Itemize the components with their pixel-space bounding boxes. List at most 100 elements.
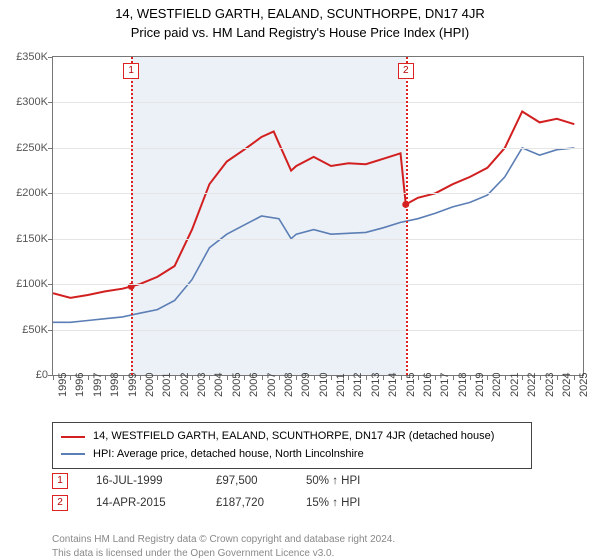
y-axis-label: £100K [3, 278, 48, 290]
x-tick [383, 375, 384, 380]
y-tick [48, 193, 53, 194]
y-axis-label: £300K [3, 96, 48, 108]
x-tick [262, 375, 263, 380]
y-axis-label: £250K [3, 142, 48, 154]
footer-line2: This data is licensed under the Open Gov… [52, 547, 395, 560]
event-date: 16-JUL-1999 [96, 475, 216, 487]
x-axis-label: 1999 [127, 373, 139, 397]
price-chart: £0£50K£100K£150K£200K£250K£300K£350K1995… [52, 56, 584, 376]
x-axis-label: 2003 [196, 373, 208, 397]
x-tick [314, 375, 315, 380]
x-axis-label: 2001 [161, 373, 173, 397]
event-row: 1 16-JUL-1999 £97,500 50% ↑ HPI [52, 470, 406, 492]
event-badge-1: 1 [123, 63, 139, 79]
x-axis-label: 2000 [144, 373, 156, 397]
footer-attribution: Contains HM Land Registry data © Crown c… [52, 533, 395, 560]
x-tick [331, 375, 332, 380]
x-axis-label: 1998 [109, 373, 121, 397]
y-tick [48, 102, 53, 103]
legend-swatch-blue [61, 453, 85, 455]
event-line-2 [406, 57, 408, 375]
x-tick [123, 375, 124, 380]
x-axis-label: 2007 [266, 373, 278, 397]
x-tick [401, 375, 402, 380]
x-tick [366, 375, 367, 380]
legend-item-property: 14, WESTFIELD GARTH, EALAND, SCUNTHORPE,… [61, 428, 523, 446]
footer-line1: Contains HM Land Registry data © Crown c… [52, 533, 395, 547]
x-tick [70, 375, 71, 380]
event-line-1 [131, 57, 133, 375]
x-tick [279, 375, 280, 380]
x-axis-label: 2005 [231, 373, 243, 397]
x-axis-label: 1997 [92, 373, 104, 397]
legend-swatch-red [61, 436, 85, 438]
x-axis-label: 2020 [491, 373, 503, 397]
events-table: 1 16-JUL-1999 £97,500 50% ↑ HPI 2 14-APR… [52, 470, 406, 514]
x-axis-label: 2024 [561, 373, 573, 397]
x-tick [209, 375, 210, 380]
x-tick [557, 375, 558, 380]
y-tick [48, 284, 53, 285]
x-axis-label: 2013 [370, 373, 382, 397]
x-tick [227, 375, 228, 380]
y-tick [48, 330, 53, 331]
legend-box: 14, WESTFIELD GARTH, EALAND, SCUNTHORPE,… [52, 422, 532, 469]
event-badge-2: 2 [398, 63, 414, 79]
x-tick [487, 375, 488, 380]
chart-title-address: 14, WESTFIELD GARTH, EALAND, SCUNTHORPE,… [0, 6, 600, 21]
event-pct: 15% ↑ HPI [306, 497, 406, 509]
x-tick [244, 375, 245, 380]
x-axis-label: 2011 [335, 373, 347, 397]
event-row: 2 14-APR-2015 £187,720 15% ↑ HPI [52, 492, 406, 514]
x-axis-label: 2014 [387, 373, 399, 397]
x-axis-label: 2023 [544, 373, 556, 397]
legend-item-hpi: HPI: Average price, detached house, Nort… [61, 446, 523, 464]
x-tick [348, 375, 349, 380]
x-tick [470, 375, 471, 380]
x-tick [574, 375, 575, 380]
y-tick [48, 57, 53, 58]
x-tick [192, 375, 193, 380]
x-tick [105, 375, 106, 380]
x-axis-label: 2012 [352, 373, 364, 397]
y-axis-label: £150K [3, 233, 48, 245]
y-axis-label: £50K [3, 324, 48, 336]
x-tick [522, 375, 523, 380]
x-axis-label: 1995 [57, 373, 69, 397]
y-tick [48, 239, 53, 240]
x-axis-label: 2025 [578, 373, 590, 397]
x-axis-label: 2006 [248, 373, 260, 397]
y-axis-label: £350K [3, 51, 48, 63]
x-axis-label: 2022 [526, 373, 538, 397]
x-tick [296, 375, 297, 380]
event-date: 14-APR-2015 [96, 497, 216, 509]
x-axis-label: 2004 [213, 373, 225, 397]
chart-title-sub: Price paid vs. HM Land Registry's House … [0, 25, 600, 40]
x-tick [157, 375, 158, 380]
x-tick [140, 375, 141, 380]
x-axis-label: 2016 [422, 373, 434, 397]
x-axis-label: 2015 [405, 373, 417, 397]
legend-label-property: 14, WESTFIELD GARTH, EALAND, SCUNTHORPE,… [93, 428, 494, 446]
x-tick [53, 375, 54, 380]
x-axis-label: 2002 [179, 373, 191, 397]
y-axis-label: £200K [3, 187, 48, 199]
x-axis-label: 2019 [474, 373, 486, 397]
x-axis-label: 2008 [283, 373, 295, 397]
x-tick [435, 375, 436, 380]
x-axis-label: 2018 [457, 373, 469, 397]
y-axis-label: £0 [3, 369, 48, 381]
x-tick [88, 375, 89, 380]
x-axis-label: 2021 [509, 373, 521, 397]
x-axis-label: 2017 [439, 373, 451, 397]
x-tick [175, 375, 176, 380]
x-tick [418, 375, 419, 380]
x-tick [505, 375, 506, 380]
y-tick [48, 148, 53, 149]
event-price: £187,720 [216, 497, 306, 509]
legend-label-hpi: HPI: Average price, detached house, Nort… [93, 446, 364, 464]
x-tick [540, 375, 541, 380]
event-marker-2: 2 [52, 495, 68, 511]
x-axis-label: 1996 [74, 373, 86, 397]
x-axis-label: 2009 [300, 373, 312, 397]
